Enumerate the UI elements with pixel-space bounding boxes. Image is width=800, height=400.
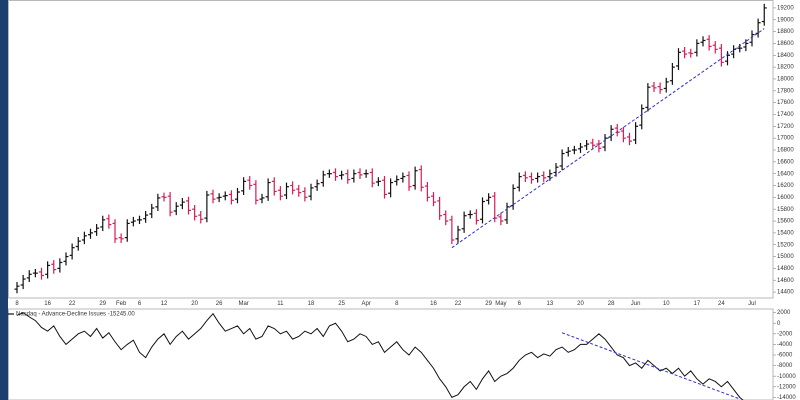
y-tick-label: 17800 xyxy=(777,88,794,94)
y-tick-label: 15200 xyxy=(777,242,794,248)
x-tick-label: Jul xyxy=(748,301,756,307)
x-tick-label: 22 xyxy=(69,301,76,307)
y-tick-label: -14000 xyxy=(777,395,796,400)
x-tick-label: 24 xyxy=(718,301,725,307)
y-tick-label: 16600 xyxy=(777,159,794,165)
price-plot xyxy=(14,3,767,294)
y-tick-label: 14800 xyxy=(777,266,794,272)
x-tick-label: 18 xyxy=(308,301,315,307)
indicator-label: Nasdaq - Advance-Decline Issues -15245.0… xyxy=(16,312,135,318)
trend-line xyxy=(561,332,740,400)
y-tick-label: 18200 xyxy=(777,65,794,71)
x-tick-label: 12 xyxy=(161,301,168,307)
x-tick-label: Feb xyxy=(116,301,127,307)
y-tick-label: 17200 xyxy=(777,124,794,130)
x-tick-label: 8 xyxy=(395,301,399,307)
x-tick-label: 17 xyxy=(694,301,701,307)
y-tick-label: -8000 xyxy=(777,363,793,369)
y-tick-label: 17600 xyxy=(777,100,794,106)
x-tick-label: 13 xyxy=(547,301,554,307)
x-tick-label: Mar xyxy=(238,301,248,307)
y-tick-label: -12000 xyxy=(777,384,796,390)
indicator-plot xyxy=(16,312,744,400)
x-tick-label: 22 xyxy=(455,301,462,307)
x-tick-label: Apr xyxy=(361,301,370,307)
price-frame xyxy=(8,0,774,299)
y-tick-label: 17400 xyxy=(777,112,794,118)
indicator-line xyxy=(16,312,744,400)
x-tick-label: 6 xyxy=(138,301,142,307)
y-tick-label: 15800 xyxy=(777,207,794,213)
y-tick-label: -4000 xyxy=(777,342,793,348)
x-tick-label: 28 xyxy=(608,301,615,307)
x-tick-label: May xyxy=(495,301,506,307)
y-tick-label: 14600 xyxy=(777,278,794,284)
y-tick-label: 16400 xyxy=(777,171,794,177)
y-tick-label: 18400 xyxy=(777,53,794,59)
y-tick-label: 16200 xyxy=(777,183,794,189)
x-tick-label: Jun xyxy=(631,301,641,307)
y-tick-label: -2000 xyxy=(777,331,793,337)
indicator-frame xyxy=(8,308,774,400)
x-tick-label: 6 xyxy=(518,301,522,307)
x-tick-label: 8 xyxy=(15,301,19,307)
x-tick-label: 26 xyxy=(216,301,223,307)
y-tick-label: 18000 xyxy=(777,77,794,83)
x-tick-label: 16 xyxy=(430,301,437,307)
y-tick-label: 15600 xyxy=(777,219,794,225)
y-tick-label: 18800 xyxy=(777,29,794,35)
y-tick-label: 14400 xyxy=(777,290,794,296)
x-tick-label: 16 xyxy=(44,301,51,307)
y-tick-label: -6000 xyxy=(777,353,793,359)
y-tick-label: 19000 xyxy=(777,17,794,23)
x-tick-label: 20 xyxy=(577,301,584,307)
x-tick-label: 20 xyxy=(191,301,198,307)
y-tick-label: 16000 xyxy=(777,195,794,201)
y-tick-label: 2000 xyxy=(777,310,791,316)
x-tick-label: 29 xyxy=(485,301,492,307)
y-tick-label: 18600 xyxy=(777,41,794,47)
y-tick-label: 16800 xyxy=(777,148,794,154)
y-tick-label: 0 xyxy=(777,321,781,327)
y-tick-label: 17000 xyxy=(777,136,794,142)
x-tick-label: 25 xyxy=(338,301,345,307)
x-tick-label: 29 xyxy=(99,301,106,307)
y-tick-label: 19200 xyxy=(777,5,794,11)
side-frame xyxy=(0,0,8,400)
y-tick-label: -10000 xyxy=(777,374,796,380)
x-tick-label: 11 xyxy=(277,301,284,307)
trend-line xyxy=(451,28,765,249)
x-tick-label: 10 xyxy=(663,301,670,307)
y-tick-label: 15000 xyxy=(777,254,794,260)
y-tick-label: 15400 xyxy=(777,230,794,236)
